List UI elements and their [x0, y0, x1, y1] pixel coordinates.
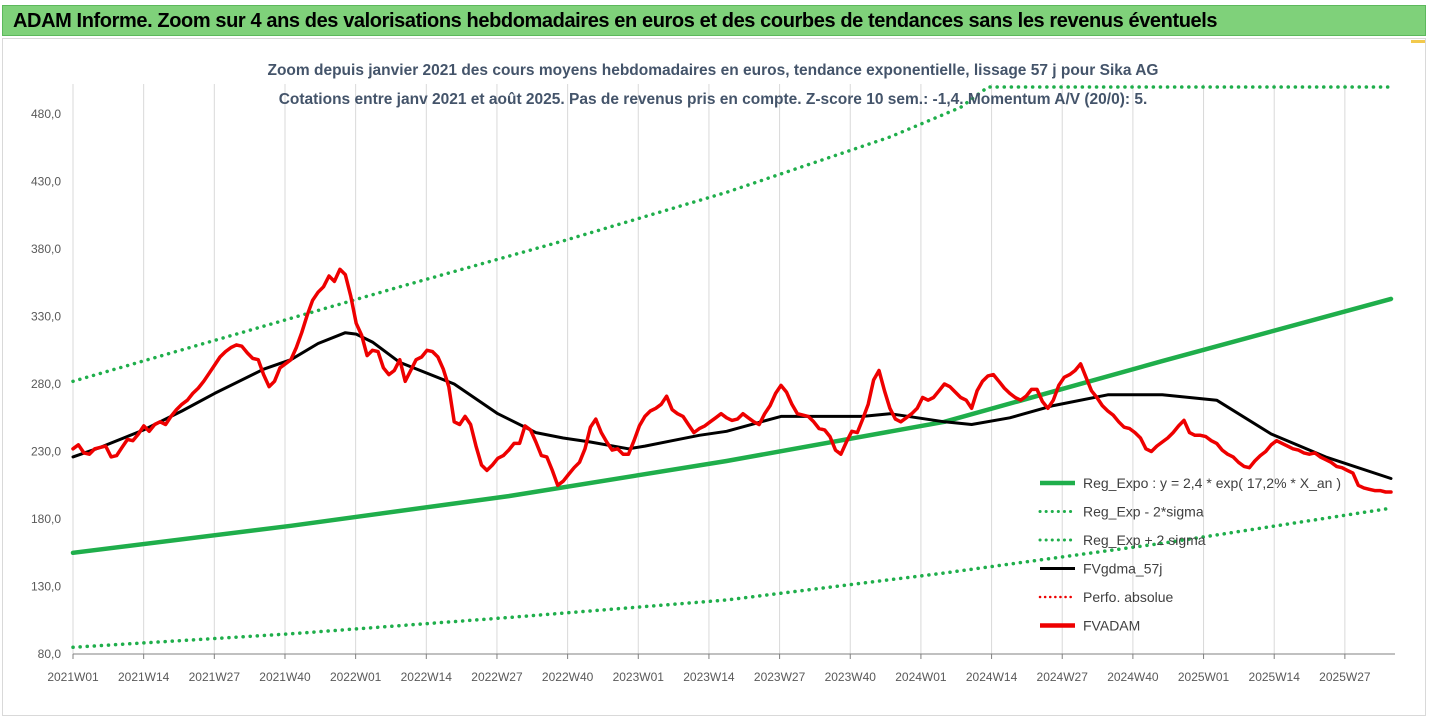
header-bar: ADAM Informe. Zoom sur 4 ans des valoris… — [2, 5, 1426, 36]
x-tick-label: 2025W27 — [1319, 670, 1371, 684]
grid-lines — [72, 84, 1346, 654]
legend-label-perfo: Perfo. absolue — [1083, 589, 1173, 605]
plot-panel — [2, 38, 1426, 716]
x-tick-label: 2022W40 — [542, 670, 594, 684]
y-tick-label: 80,0 — [38, 647, 62, 661]
x-tick-label: 2021W27 — [189, 670, 241, 684]
x-tick-label: 2025W01 — [1178, 670, 1230, 684]
y-tick-label: 330,0 — [31, 310, 61, 324]
x-tick-label: 2025W14 — [1249, 670, 1301, 684]
series-layer — [70, 85, 1394, 650]
y-tick-label: 230,0 — [31, 445, 61, 459]
fvadam-price-line — [71, 267, 1393, 494]
x-tick-label: 2022W01 — [330, 670, 382, 684]
chart-title-line-2: Cotations entre janv 2021 et août 2025. … — [279, 91, 1148, 108]
x-tick-label: 2022W14 — [401, 670, 453, 684]
chart-title-line-1: Zoom depuis janvier 2021 des cours moyen… — [268, 62, 1159, 79]
x-tick-label: 2024W14 — [966, 670, 1018, 684]
y-tick-label: 280,0 — [31, 377, 61, 391]
y-tick-label: 430,0 — [31, 175, 61, 189]
x-tick-label: 2024W01 — [895, 670, 947, 684]
legend: Reg_Expo : y = 2,4 * exp( 17,2% * X_an )… — [1038, 475, 1341, 634]
x-tick-label: 2023W14 — [683, 670, 735, 684]
legend-label-fvgdma: FVgdma_57j — [1083, 561, 1162, 577]
x-tick-label: 2023W01 — [613, 670, 665, 684]
y-tick-label: 380,0 — [31, 242, 61, 256]
legend-label-reg_minus: Reg_Exp - 2*sigma — [1083, 504, 1204, 520]
x-tick-label: 2024W40 — [1107, 670, 1159, 684]
x-tick-label: 2022W27 — [471, 670, 523, 684]
reg-expo-trend-line — [70, 296, 1394, 556]
x-tick-label: 2023W40 — [825, 670, 877, 684]
accent-mark — [1411, 40, 1425, 43]
legend-label-fvadam: FVADAM — [1083, 618, 1140, 634]
legend-label-reg_expo: Reg_Expo : y = 2,4 * exp( 17,2% * X_an ) — [1083, 475, 1341, 491]
y-tick-label: 180,0 — [31, 512, 61, 526]
report-title: ADAM Informe. Zoom sur 4 ans des valoris… — [13, 10, 1218, 32]
y-tick-label: 480,0 — [31, 107, 61, 121]
reg-minus-2sigma-line — [71, 506, 1393, 650]
y-axis-ticks: 80,0 130,0 180,0 230,0 280,0 330,0 380,0 430,0 4… — [31, 107, 61, 661]
y-tick-label: 130,0 — [31, 580, 61, 594]
x-tick-label: 2023W27 — [754, 670, 806, 684]
x-tick-label: 2021W14 — [118, 670, 170, 684]
x-tick-label: 2024W27 — [1037, 670, 1089, 684]
x-axis-ticks: 2021W01 2021W14 2021W27 2021W40 2022W01 2022W… — [47, 654, 1371, 684]
reg-plus-2sigma-line — [71, 85, 1393, 384]
x-tick-label: 2021W01 — [47, 670, 99, 684]
x-tick-label: 2021W40 — [259, 670, 311, 684]
legend-label-reg_plus: Reg_Exp + 2 sigma — [1083, 532, 1206, 548]
